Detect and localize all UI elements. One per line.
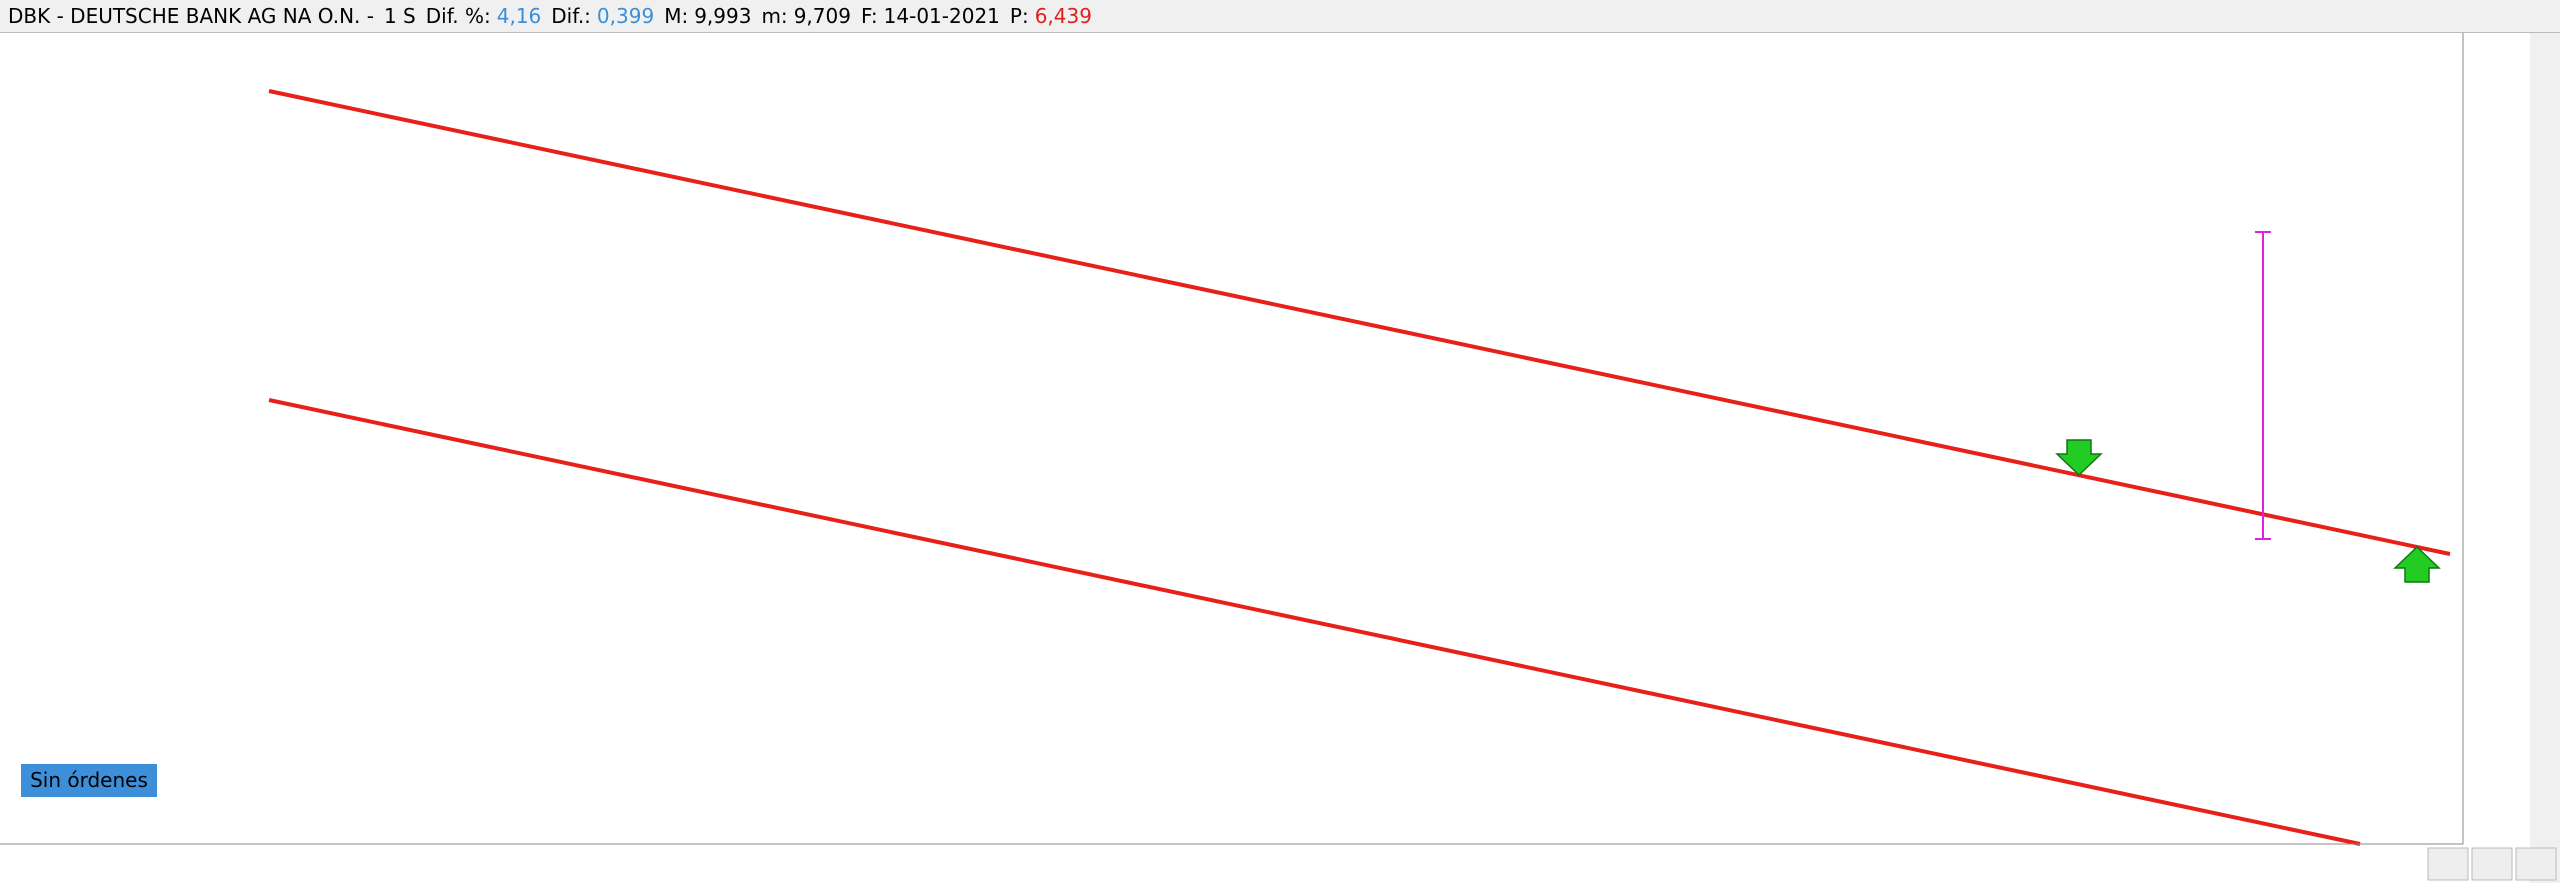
stat-value: 6,439	[1034, 4, 1092, 28]
tool-button[interactable]	[2515, 847, 2557, 881]
side-strip	[2530, 33, 2560, 883]
stat-label: Dif. %:	[425, 4, 491, 28]
signal-arrow-down	[2055, 439, 2103, 477]
orders-button[interactable]: Sin órdenes	[21, 764, 157, 797]
header-bar: DBK - DEUTSCHE BANK AG NA O.N. - 1 S Dif. …	[0, 0, 2560, 33]
stat-value: 9,993	[694, 4, 752, 28]
stat-value: 9,709	[793, 4, 851, 28]
stat-label: F:	[860, 4, 878, 28]
stat-value: 4,16	[496, 4, 542, 28]
stat-label: M:	[664, 4, 689, 28]
measure-line	[2255, 231, 2271, 540]
tool-button[interactable]	[2427, 847, 2469, 881]
stat-label: P:	[1009, 4, 1029, 28]
stat-label: Dif.:	[551, 4, 591, 28]
tool-button[interactable]	[2471, 847, 2513, 881]
trend-line-lower	[268, 398, 2361, 846]
symbol-title: DBK - DEUTSCHE BANK AG NA O.N. -	[8, 4, 374, 28]
trend-line-upper	[268, 89, 2451, 556]
stat-value: 14-01-2021	[883, 4, 1000, 28]
stats: Dif. %: 4,16 Dif.: 0,399 M: 9,993 m: 9,709 F: 14-…	[426, 4, 1102, 28]
stat-value: 0,399	[596, 4, 655, 28]
plot-area	[0, 33, 2463, 844]
signal-arrow-up	[2393, 545, 2441, 583]
period: 1 S	[383, 4, 416, 28]
stat-label: m:	[761, 4, 788, 28]
